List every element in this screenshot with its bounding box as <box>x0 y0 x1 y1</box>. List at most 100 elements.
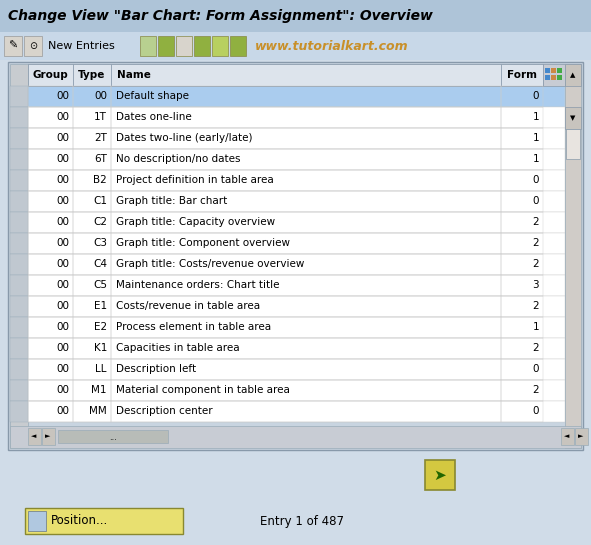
Bar <box>111 275 501 296</box>
Bar <box>501 64 543 86</box>
Text: Default shape: Default shape <box>116 91 189 101</box>
Text: 1: 1 <box>532 112 539 122</box>
Bar <box>28 359 565 380</box>
Text: ▼: ▼ <box>570 115 576 121</box>
Text: 00: 00 <box>56 238 69 248</box>
Bar <box>28 338 565 359</box>
Bar <box>4 36 22 56</box>
Text: 00: 00 <box>56 91 69 101</box>
Bar <box>28 296 73 317</box>
Text: ➤: ➤ <box>434 468 446 482</box>
Bar <box>28 275 565 296</box>
Bar <box>25 508 183 534</box>
Text: www.tutorialkart.com: www.tutorialkart.com <box>255 39 408 52</box>
Bar <box>111 254 501 275</box>
Text: Graph title: Capacity overview: Graph title: Capacity overview <box>116 217 275 227</box>
Bar <box>28 401 565 422</box>
Text: ◄: ◄ <box>31 433 37 439</box>
Bar <box>0 0 591 32</box>
Bar <box>194 36 210 56</box>
Bar <box>111 149 501 170</box>
Bar <box>10 275 28 296</box>
Text: Graph title: Bar chart: Graph title: Bar chart <box>116 196 228 206</box>
Bar <box>545 75 550 80</box>
Bar <box>10 296 28 317</box>
Bar <box>28 107 73 128</box>
Bar <box>10 317 28 338</box>
Bar <box>501 380 543 401</box>
Bar <box>73 128 111 149</box>
Bar <box>10 212 28 233</box>
Text: 00: 00 <box>56 343 69 353</box>
Bar <box>158 36 174 56</box>
Text: C1: C1 <box>93 196 107 206</box>
Text: 00: 00 <box>56 154 69 164</box>
Text: 00: 00 <box>56 175 69 185</box>
Text: Graph title: Component overview: Graph title: Component overview <box>116 238 290 248</box>
Bar <box>501 296 543 317</box>
Bar <box>28 128 73 149</box>
Bar <box>10 86 28 107</box>
Bar <box>111 64 501 86</box>
Bar <box>10 426 581 448</box>
Text: Description center: Description center <box>116 406 213 416</box>
Bar <box>545 68 550 73</box>
Bar <box>8 62 583 450</box>
Text: 00: 00 <box>56 280 69 290</box>
Bar <box>28 86 73 107</box>
Bar <box>111 317 501 338</box>
Bar <box>28 254 73 275</box>
Bar <box>28 317 565 338</box>
Bar <box>28 380 565 401</box>
Text: K1: K1 <box>93 343 107 353</box>
Bar <box>501 317 543 338</box>
Text: 0: 0 <box>532 175 539 185</box>
Bar <box>551 68 556 73</box>
Bar <box>73 170 111 191</box>
Bar <box>10 107 28 128</box>
Bar <box>10 191 28 212</box>
Bar <box>501 275 543 296</box>
Text: 2: 2 <box>532 301 539 311</box>
Bar <box>73 212 111 233</box>
Bar <box>425 460 455 490</box>
Bar <box>551 75 556 80</box>
Bar <box>28 317 73 338</box>
Bar <box>73 191 111 212</box>
Text: 0: 0 <box>532 364 539 374</box>
Bar <box>28 233 73 254</box>
Text: C2: C2 <box>93 217 107 227</box>
Bar <box>24 36 42 56</box>
Text: E2: E2 <box>94 322 107 332</box>
Bar <box>73 380 111 401</box>
Bar <box>73 275 111 296</box>
Text: 1: 1 <box>532 322 539 332</box>
Bar <box>10 338 28 359</box>
Text: New Entries: New Entries <box>48 41 115 51</box>
Text: 2: 2 <box>532 259 539 269</box>
Text: ►: ► <box>579 433 584 439</box>
Bar <box>28 170 565 191</box>
Text: 2: 2 <box>532 217 539 227</box>
Bar <box>10 380 28 401</box>
Bar <box>10 254 28 275</box>
Bar <box>73 401 111 422</box>
Text: 00: 00 <box>56 301 69 311</box>
Bar <box>28 401 73 422</box>
Text: 00: 00 <box>56 322 69 332</box>
Bar <box>73 86 111 107</box>
Text: Process element in table area: Process element in table area <box>116 322 271 332</box>
Bar <box>212 36 228 56</box>
Bar <box>28 86 565 107</box>
Text: 2T: 2T <box>94 133 107 143</box>
Text: Material component in table area: Material component in table area <box>116 385 290 395</box>
Text: 00: 00 <box>94 91 107 101</box>
Bar <box>73 107 111 128</box>
Text: Capacities in table area: Capacities in table area <box>116 343 239 353</box>
Bar <box>565 107 581 129</box>
Bar <box>73 317 111 338</box>
Text: 0: 0 <box>532 196 539 206</box>
Text: 2: 2 <box>532 343 539 353</box>
Bar <box>28 275 73 296</box>
Bar <box>10 149 28 170</box>
